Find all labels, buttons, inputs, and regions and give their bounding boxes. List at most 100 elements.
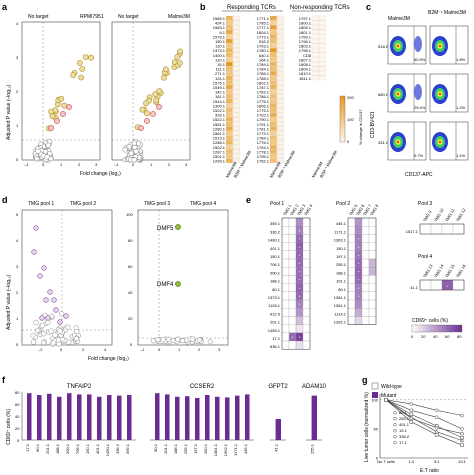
- heatmap-row-label: 1807.1: [299, 57, 312, 62]
- panel-c-xlabel: CD137-APC: [405, 172, 433, 178]
- heatmap-row-label: 1790.1: [257, 117, 270, 122]
- heatmap-cell: [269, 144, 277, 150]
- heatmap-cell: [302, 283, 311, 292]
- x-tick: 1:1: [409, 459, 415, 464]
- bar-tcr-label: 401.1: [95, 443, 100, 454]
- heatmap-row-label: 1799.1: [299, 34, 312, 39]
- flow-percentage: 40.9%: [414, 57, 426, 62]
- series-point: [409, 416, 414, 421]
- heatmap-cell: [354, 217, 363, 227]
- heatmap-cell: [288, 258, 297, 268]
- heatmap-cell: [269, 158, 277, 163]
- x-tick: 2: [198, 347, 201, 352]
- heatmap-row-label: 1783.1: [257, 90, 270, 95]
- heatmap-cell: [281, 308, 290, 317]
- heatmap-row-label: 1392.1: [334, 320, 347, 325]
- panel-b-resp1-heatmap: [225, 15, 240, 163]
- bar-tcr-label: 201.1: [45, 443, 50, 454]
- x-tick: 1: [178, 347, 181, 352]
- flow-percentage: 1.1%: [456, 153, 466, 158]
- heatmap-row-label: 1379.1: [268, 295, 281, 300]
- heatmap-cell: [288, 291, 297, 301]
- heatmap-cell: [295, 324, 304, 333]
- heatmap-cell: [368, 258, 377, 268]
- heatmap-cell: [311, 52, 319, 58]
- heatmap-cell: [269, 149, 277, 154]
- panel-e-pool4-heatmap: TMG 13 TMG 14 TMG 15 TMG 16 41.1 *: [410, 263, 467, 291]
- heatmap-col-label: TMG 13: [422, 263, 434, 279]
- heatmap-row-label: 110.1: [215, 44, 225, 49]
- y-tick: 60: [128, 264, 133, 269]
- scatter-point: [34, 156, 40, 162]
- bar-tcr-label: 41.1: [274, 443, 279, 452]
- heatmap-cell: [225, 103, 233, 108]
- heatmap-cell: [311, 71, 319, 76]
- heatmap-cell: [311, 48, 319, 53]
- legend-marker: [393, 441, 397, 445]
- panel-a-ylabel: Adjusted P value (–log₁₀): [6, 84, 12, 140]
- heatmap-cell: [276, 34, 284, 39]
- bar-tcr-label: 1362.1: [223, 443, 228, 456]
- scatter-point-significant: [160, 74, 167, 81]
- heatmap-cell: [225, 153, 233, 159]
- panel-f-ylabel: CD69⁺ cells (%): [6, 409, 12, 445]
- heatmap-cell: [225, 48, 233, 53]
- heatmap-row-label: 1806.1: [257, 103, 270, 108]
- legend-label: 80.1: [399, 410, 408, 415]
- heatmap-cell: [368, 299, 377, 309]
- scatter-point-significant: [51, 297, 57, 303]
- scatter-point: [175, 336, 181, 342]
- y-tick: 0: [130, 342, 133, 347]
- scatter-point: [73, 336, 80, 342]
- bar-mutant: [57, 396, 62, 440]
- heatmap-row-label: 1787.1: [257, 85, 270, 90]
- bar-mutant: [77, 394, 82, 440]
- heatmap-cell: [232, 84, 240, 90]
- panel-f-y-ticks: 0 20 40 60 80: [15, 390, 20, 443]
- scatter-point: [50, 340, 57, 346]
- heatmap-cell: [269, 34, 277, 39]
- heatmap-cell: [288, 234, 297, 243]
- scatter-point-significant: [37, 273, 43, 279]
- legend-tick: 200: [347, 95, 354, 100]
- panel-d-right-y-ticks: 0 20 40 60 80 100: [126, 212, 133, 347]
- x-tick: 1: [60, 162, 63, 167]
- heatmap-cell: [318, 43, 326, 48]
- x-tick: 0: [132, 162, 135, 167]
- y-tick: 4: [16, 21, 19, 26]
- panel-a-left-plot: [21, 21, 101, 163]
- heatmap-cell: [225, 34, 233, 39]
- heatmap-cell: [347, 299, 356, 309]
- heatmap-row-label: 640.1: [259, 53, 270, 58]
- heatmap-cell: [311, 25, 319, 30]
- heatmap-cell: [347, 283, 356, 292]
- bar-tcr-label: 150.1: [203, 443, 208, 454]
- heatmap-cell: [232, 52, 240, 58]
- heatmap-cell: [269, 20, 277, 25]
- heatmap-cell: [276, 149, 284, 154]
- heatmap-row-label: 6.1: [219, 30, 225, 35]
- heatmap-row-label: 1286.1: [213, 140, 226, 145]
- heatmap-cell: [368, 275, 377, 284]
- heatmap-col-label: TMG 4: [303, 203, 314, 217]
- flow-percentage: 29.4%: [414, 105, 426, 110]
- heatmap-cell: [361, 283, 370, 292]
- y-tick: 5: [16, 212, 19, 217]
- heatmap-cell: [276, 84, 284, 90]
- heatmap-cell: [232, 153, 240, 159]
- significance-star: *: [358, 245, 360, 250]
- panel-a-letter: a: [2, 2, 8, 12]
- significance-star: *: [299, 261, 301, 266]
- heatmap-cell: [232, 57, 240, 62]
- panel-a-right-plot: [111, 21, 191, 163]
- heatmap-cell: [225, 66, 233, 71]
- heatmap-row-label: 1400.1: [213, 53, 226, 58]
- x-tick: 3: [185, 162, 188, 167]
- heatmap-row-label: 1305.1: [213, 103, 226, 108]
- significance-star: *: [358, 261, 360, 266]
- scatter-point-significant: [57, 319, 63, 325]
- heatmap-cell: [281, 340, 290, 350]
- heatmap-row-label: 1513.1: [213, 136, 226, 141]
- gene-label: ADAM10: [302, 384, 327, 390]
- heatmap-row-label: 150.1: [336, 246, 347, 251]
